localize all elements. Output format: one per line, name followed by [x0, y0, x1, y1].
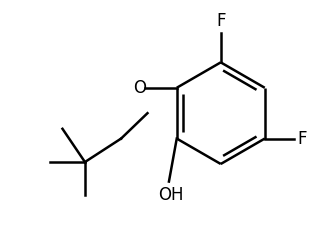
- Text: F: F: [216, 12, 225, 30]
- Text: O: O: [133, 79, 146, 97]
- Text: OH: OH: [158, 187, 184, 204]
- Text: F: F: [297, 130, 307, 147]
